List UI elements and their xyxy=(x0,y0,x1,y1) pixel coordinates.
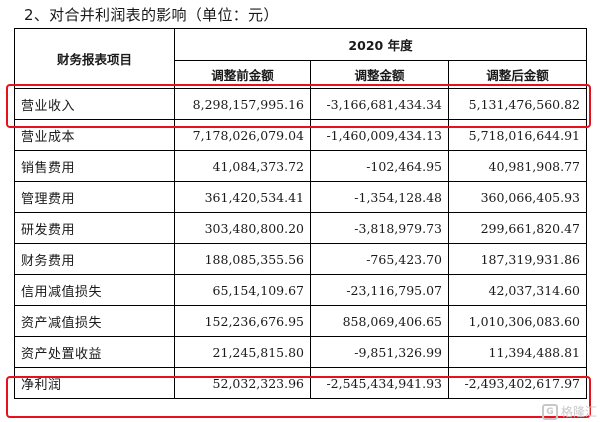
row-label: 营业成本 xyxy=(14,119,175,151)
cell-after: -2,493,402,617.97 xyxy=(448,367,587,399)
year-header: 2020 年度 xyxy=(174,28,587,61)
cell-before: 152,236,676.95 xyxy=(174,305,311,337)
cell-adjustment: -23,116,795.07 xyxy=(310,274,449,306)
table-row: 信用减值损失 65,154,109.67 -23,116,795.07 42,037,… xyxy=(14,274,587,306)
cell-after: 187,319,931.86 xyxy=(448,243,587,275)
column-header-adjustment: 调整金额 xyxy=(310,60,449,89)
cell-before: 7,178,026,079.04 xyxy=(174,119,311,151)
table-row: 研发费用 303,480,800.20 -3,818,979.73 299,661,8… xyxy=(14,212,587,244)
row-label: 研发费用 xyxy=(14,212,175,244)
table-row: 财务费用 188,085,355.56 -765,423.70 187,319,931… xyxy=(14,243,587,275)
table-row: 销售费用 41,084,373.72 -102,464.95 40,981,908.7… xyxy=(14,150,587,182)
table-row: 营业收入 8,298,157,995.16 -3,166,681,434.34 5,1… xyxy=(14,88,587,120)
cell-before: 65,154,109.67 xyxy=(174,274,311,306)
cell-adjustment: -3,166,681,434.34 xyxy=(310,88,449,120)
header-row-year: 财务报表项目 2020 年度 xyxy=(14,28,587,89)
cell-after: 299,661,820.47 xyxy=(448,212,587,244)
table-row: 营业成本 7,178,026,079.04 -1,460,009,434.13 5,7… xyxy=(14,119,587,151)
row-label: 信用减值损失 xyxy=(14,274,175,306)
cell-adjustment: -1,460,009,434.13 xyxy=(310,119,449,151)
row-label: 资产处置收益 xyxy=(14,336,175,368)
cell-before: 361,420,534.41 xyxy=(174,181,311,213)
table-row: 资产减值损失 152,236,676.95 858,069,406.65 1,010,… xyxy=(14,305,587,337)
cell-after: 5,131,476,560.82 xyxy=(448,88,587,120)
table-row: 资产处置收益 21,245,815.80 -9,851,326.99 11,394,4… xyxy=(14,336,587,368)
row-label: 净利润 xyxy=(14,367,175,399)
cell-after: 360,066,405.93 xyxy=(448,181,587,213)
cell-after: 1,010,306,083.60 xyxy=(448,305,587,337)
cell-after: 5,718,016,644.91 xyxy=(448,119,587,151)
column-header-before: 调整前金额 xyxy=(174,60,311,89)
cell-before: 303,480,800.20 xyxy=(174,212,311,244)
gelonghui-logo-icon: G xyxy=(541,403,558,420)
cell-before: 21,245,815.80 xyxy=(174,336,311,368)
cell-before: 41,084,373.72 xyxy=(174,150,311,182)
item-column-header: 财务报表项目 xyxy=(14,28,175,89)
row-label: 管理费用 xyxy=(14,181,175,213)
row-label: 销售费用 xyxy=(14,150,175,182)
table-row: 净利润 52,032,323.96 -2,545,434,941.93 -2,493,… xyxy=(14,367,587,399)
watermark-text: 格隆汇 xyxy=(560,405,597,419)
table-row: 管理费用 361,420,534.41 -1,354,128.48 360,066,4… xyxy=(14,181,587,213)
cell-adjustment: -2,545,434,941.93 xyxy=(310,367,449,399)
column-header-after: 调整后金额 xyxy=(448,60,587,89)
cell-adjustment: -765,423.70 xyxy=(310,243,449,275)
cell-adjustment: -1,354,128.48 xyxy=(310,181,449,213)
cell-before: 52,032,323.96 xyxy=(174,367,311,399)
section-heading: 2、对合并利润表的影响（单位：元） xyxy=(24,6,279,24)
row-label: 财务费用 xyxy=(14,243,175,275)
cell-after: 40,981,908.77 xyxy=(448,150,587,182)
cell-adjustment: -9,851,326.99 xyxy=(310,336,449,368)
cell-adjustment: 858,069,406.65 xyxy=(310,305,449,337)
cell-adjustment: -102,464.95 xyxy=(310,150,449,182)
cell-after: 11,394,488.81 xyxy=(448,336,587,368)
cell-before: 8,298,157,995.16 xyxy=(174,88,311,120)
cell-before: 188,085,355.56 xyxy=(174,243,311,275)
cell-after: 42,037,314.60 xyxy=(448,274,587,306)
row-label: 营业收入 xyxy=(14,88,175,120)
profit-adjustment-table: 财务报表项目 2020 年度 调整前金额 调整金额 调整后金额 营业收入 8,29… xyxy=(14,28,587,399)
watermark: G 格隆汇 xyxy=(541,403,597,420)
row-label: 资产减值损失 xyxy=(14,305,175,337)
cell-adjustment: -3,818,979.73 xyxy=(310,212,449,244)
